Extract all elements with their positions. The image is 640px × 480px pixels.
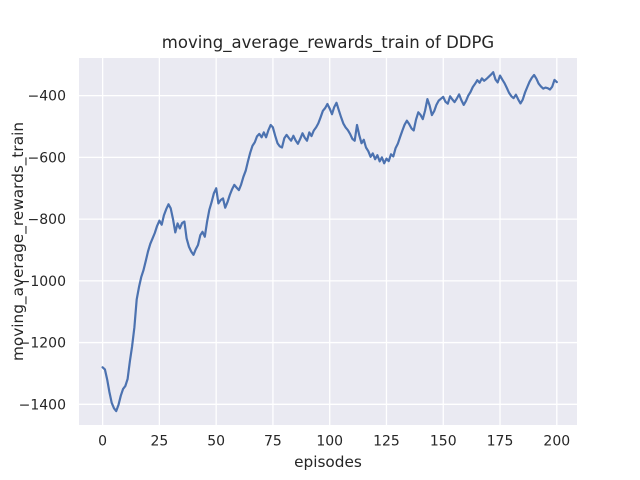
y-tick-label: −600 <box>28 150 66 166</box>
x-tick-label: 0 <box>98 434 107 450</box>
y-tick-label: −1400 <box>19 397 66 413</box>
x-tick-label: 125 <box>373 434 400 450</box>
x-tick-label: 100 <box>316 434 343 450</box>
x-axis-label: episodes <box>294 453 362 471</box>
x-tick-label: 200 <box>543 434 570 450</box>
x-tick-label: 25 <box>150 434 168 450</box>
x-tick-label: 150 <box>430 434 457 450</box>
x-tick-labels: 0 25 50 75 100 125 150 175 200 <box>98 434 570 450</box>
plot-area <box>79 58 577 425</box>
y-tick-label: −800 <box>28 212 66 228</box>
chart-title: moving_average_rewards_train of DDPG <box>162 33 494 53</box>
x-tick-label: 75 <box>264 434 282 450</box>
series-line <box>101 71 558 413</box>
y-tick-label: −1000 <box>19 274 66 290</box>
x-tick-label: 175 <box>487 434 514 450</box>
y-tick-label: −1200 <box>19 336 66 352</box>
x-tick-label: 50 <box>207 434 225 450</box>
y-tick-label: −400 <box>28 89 66 105</box>
y-tick-labels: −400 −600 −800 −1000 −1200 −1400 <box>19 89 66 414</box>
y-axis-label: moving_average_rewards_train <box>9 122 28 361</box>
